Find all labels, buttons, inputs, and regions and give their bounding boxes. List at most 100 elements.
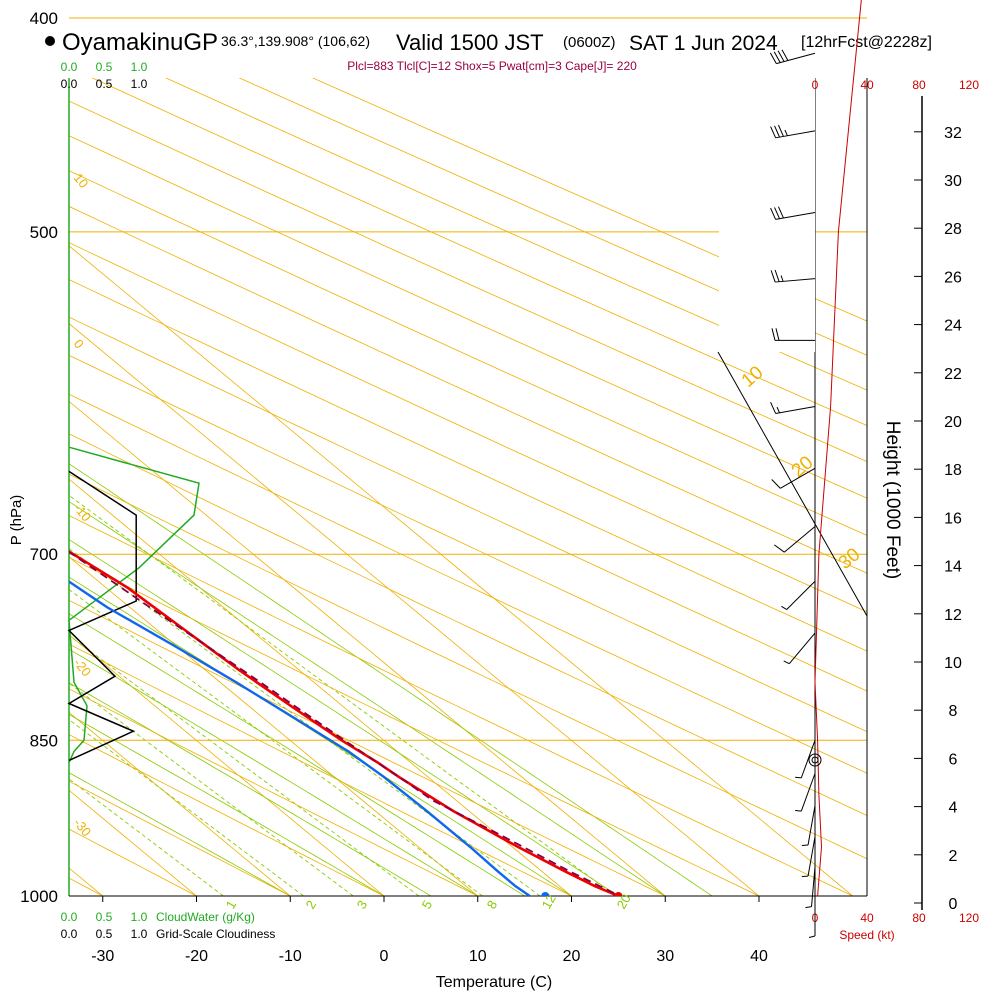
isotherm-40 (69, 323, 760, 896)
cloudwater-tick-bottom: 0.5 (96, 910, 113, 924)
height-tick-label: 4 (949, 800, 958, 817)
dry-adiabat (238, 78, 867, 356)
pressure-tick-label: 500 (30, 223, 58, 242)
dry-adiabat (69, 135, 867, 499)
wind-barb (801, 805, 816, 846)
wind-barb-full (770, 401, 777, 414)
wind-barb-full (771, 479, 781, 489)
pressure-tick-label: 1000 (20, 887, 58, 906)
isotherm-20 (69, 478, 572, 896)
wind-barb-full (775, 328, 780, 341)
height-tick-label: 2 (949, 848, 958, 865)
height-tick-label: 26 (944, 269, 962, 286)
moist-adiabat (69, 463, 713, 896)
dry-adiabat (69, 734, 385, 896)
moist-adiabats (69, 463, 713, 896)
y-axis-title: P (hPa) (8, 495, 25, 546)
dry-adiabat (69, 877, 104, 896)
height-tick-label: 14 (944, 559, 962, 576)
cloudwater-tick-top: 0.0 (61, 60, 78, 74)
cloudwater-axis-title: CloudWater (g/Kg) (156, 910, 255, 924)
mixing-ratio-label: 2 (303, 898, 320, 912)
wind-barb-staff (800, 740, 816, 779)
wind-barb-full (771, 328, 776, 341)
surface-temperature-point (614, 892, 623, 896)
dry-adiabat-label: -30 (71, 815, 95, 839)
moist-adiabat (69, 613, 525, 896)
temperature-tick-label: -30 (91, 948, 114, 965)
station-name: OyamakinuGP (62, 29, 218, 56)
wind-panel: 0 0 40 40 80 80 120 120 (717, 0, 979, 938)
speed-tick-top: 80 (912, 78, 926, 92)
moist-adiabat (69, 682, 432, 896)
surface-dewpoint-point (541, 892, 550, 896)
wind-barb-full (774, 207, 781, 219)
wind-barb-staff (788, 632, 816, 664)
dry-adiabat (69, 316, 867, 692)
wind-barb (795, 773, 816, 812)
temperature-axis: -30 -20 -10 0 10 20 30 40 (91, 896, 768, 965)
moist-adiabat-label: 30 (835, 544, 865, 574)
station-dot-icon (45, 36, 55, 46)
temperature-tick-label: -10 (279, 948, 302, 965)
dewpoint-line (69, 580, 532, 896)
cloudwater-tick-bottom: 1.0 (131, 910, 148, 924)
speed-tick-bottom: 80 (912, 911, 926, 925)
dry-adiabat-label: 0 (71, 336, 87, 351)
mixing-ratio-line (69, 719, 304, 896)
height-tick-label: 10 (944, 655, 962, 672)
forecast-run: [12hrFcst@2228z] (801, 34, 932, 51)
temperature-tick-label: 0 (380, 948, 389, 965)
sounding-profiles (69, 549, 623, 896)
wind-barb-full (769, 52, 777, 64)
wind-barb-half (781, 605, 787, 610)
moist-adiabat (69, 713, 385, 896)
isotherm-50 (69, 245, 854, 896)
wind-barb-half (780, 275, 784, 282)
mixing-ratio-label: 8 (484, 898, 501, 912)
mixing-ratio-line (69, 778, 224, 896)
wind-barb-full (777, 50, 785, 62)
wind-barb (770, 269, 816, 283)
dry-adiabat (69, 433, 867, 816)
isotherm-10 (69, 556, 479, 896)
mixing-ratio-label: 5 (419, 898, 436, 912)
wind-barb (769, 49, 816, 65)
temperature-tick-label: 30 (656, 948, 674, 965)
dry-adiabat (91, 78, 867, 427)
isotherm--10 (69, 711, 291, 896)
wind-barb-full (774, 125, 781, 138)
cloudiness-tick-bottom: 1.0 (131, 927, 148, 941)
dry-adiabat (69, 556, 760, 896)
mixing-ratio-label: 20 (614, 891, 634, 911)
dry-adiabat (69, 780, 292, 896)
dry-adiabat (311, 78, 867, 322)
speed-tick-top: 0 (812, 78, 819, 92)
moist-adiabat-label: 10 (738, 362, 768, 392)
wind-barb-full (774, 269, 780, 282)
cloudiness-tick-bottom: 0.0 (61, 927, 78, 941)
wind-barb (770, 401, 816, 414)
wind-barb (795, 740, 816, 779)
wind-barb (771, 467, 816, 489)
wind-barb-half (808, 935, 816, 938)
temperature-tick-label: 40 (750, 948, 768, 965)
wind-barb-half (805, 906, 812, 909)
dry-adiabat-label: -10 (71, 500, 95, 524)
wind-barb-staff (775, 406, 816, 414)
wind-barb-staff (780, 467, 816, 489)
wind-barb (781, 580, 816, 610)
cloud-water-line (68, 446, 200, 763)
stability-indices: Plcl=883 Tlcl[C]=12 Shox=5 Pwat[cm]=3 Ca… (347, 59, 637, 73)
height-tick-label: 22 (944, 366, 962, 383)
wind-barb (770, 124, 816, 139)
height-axis-title: Height (1000 Feet) (882, 421, 903, 579)
cloudiness-tick-bottom: 0.5 (96, 927, 113, 941)
temperature-tick-label: 10 (469, 948, 487, 965)
wind-barb (805, 866, 816, 909)
height-tick-label: 12 (944, 607, 962, 624)
height-tick-label: 6 (949, 751, 958, 768)
parcel-line (69, 550, 615, 894)
moist-adiabat (69, 772, 291, 896)
